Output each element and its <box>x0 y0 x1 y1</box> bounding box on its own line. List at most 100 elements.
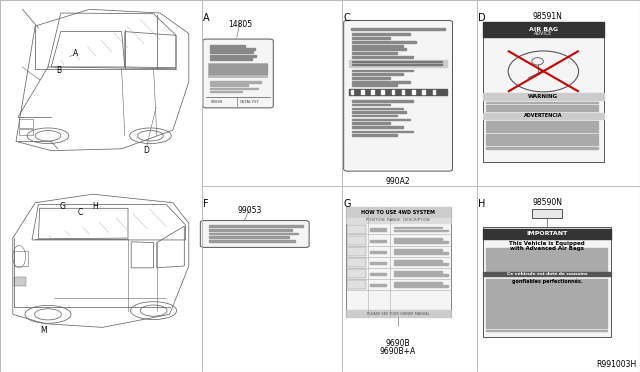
Bar <box>486 260 607 262</box>
Bar <box>394 260 442 262</box>
FancyBboxPatch shape <box>346 207 451 317</box>
Text: D: D <box>478 13 486 23</box>
Bar <box>370 273 386 275</box>
FancyBboxPatch shape <box>483 22 604 162</box>
Bar <box>486 102 598 103</box>
Bar <box>486 318 607 320</box>
Bar <box>376 90 379 94</box>
Bar <box>402 90 404 94</box>
Bar <box>394 238 442 240</box>
Bar <box>483 229 611 239</box>
Text: with Advanced Air Bags: with Advanced Air Bags <box>510 246 584 250</box>
Bar <box>370 228 386 231</box>
Bar <box>486 282 607 284</box>
Text: AIR BAG: AIR BAG <box>529 27 558 32</box>
Bar <box>486 134 598 135</box>
Text: 990A2: 990A2 <box>386 177 410 186</box>
Bar <box>352 56 413 58</box>
Text: H: H <box>92 202 97 211</box>
Bar <box>486 279 607 281</box>
Bar <box>347 269 366 278</box>
Bar <box>417 90 420 94</box>
Bar <box>352 100 413 102</box>
Text: G: G <box>60 202 66 211</box>
Bar <box>486 291 607 293</box>
Text: WARNING: WARNING <box>528 94 559 99</box>
Bar <box>347 269 366 278</box>
Bar <box>486 254 607 256</box>
Bar <box>351 28 445 30</box>
Bar <box>486 285 607 287</box>
Bar <box>486 251 607 253</box>
Bar <box>394 282 442 284</box>
Bar <box>486 315 607 317</box>
Bar <box>210 84 248 86</box>
Bar <box>19 129 33 135</box>
Text: H: H <box>478 199 486 209</box>
Bar <box>210 45 245 46</box>
Text: PLEASE SEE YOUR OWNER MANUAL: PLEASE SEE YOUR OWNER MANUAL <box>367 312 429 315</box>
Bar <box>209 225 303 227</box>
Bar <box>486 257 607 259</box>
Text: A: A <box>203 13 209 23</box>
Bar <box>210 88 258 89</box>
Bar <box>486 303 607 305</box>
Bar <box>486 144 598 145</box>
Bar <box>394 285 448 287</box>
Bar <box>19 119 33 128</box>
Text: 9690B+A: 9690B+A <box>380 347 416 356</box>
Bar <box>210 48 255 50</box>
Bar <box>394 263 448 265</box>
Bar <box>428 90 430 94</box>
Bar <box>352 73 403 75</box>
Bar <box>486 139 598 140</box>
Bar <box>14 251 28 266</box>
Bar <box>486 107 598 109</box>
Bar <box>347 236 366 245</box>
Bar <box>370 251 386 253</box>
Bar <box>486 294 607 296</box>
Bar <box>352 81 410 83</box>
Text: A: A <box>73 49 78 58</box>
Bar <box>407 90 410 94</box>
Text: gonflables perfectionnés.: gonflables perfectionnés. <box>512 278 582 284</box>
Bar <box>486 136 598 138</box>
Bar <box>352 70 413 71</box>
Bar <box>486 110 598 111</box>
FancyBboxPatch shape <box>200 221 309 247</box>
Bar <box>394 252 448 254</box>
Text: This Vehicle is Equipped: This Vehicle is Equipped <box>509 241 585 246</box>
Text: M: M <box>40 326 47 335</box>
Bar <box>486 121 598 122</box>
Text: POSITION  RANGE  DESCRIPTION: POSITION RANGE DESCRIPTION <box>366 218 430 222</box>
Bar <box>209 229 292 231</box>
Bar <box>483 272 611 276</box>
Bar <box>486 321 607 323</box>
Bar <box>349 60 447 67</box>
Bar <box>14 277 26 286</box>
Text: 98590N: 98590N <box>532 198 562 207</box>
Text: D: D <box>143 146 149 155</box>
Bar <box>347 247 366 256</box>
Bar <box>366 90 369 94</box>
Bar <box>352 111 406 113</box>
Text: F: F <box>203 199 209 209</box>
Bar <box>422 90 425 94</box>
Text: G: G <box>344 199 351 209</box>
Bar <box>352 126 403 128</box>
Bar <box>486 297 607 299</box>
Text: C: C <box>344 13 351 23</box>
Bar <box>352 131 413 132</box>
Bar <box>209 70 267 72</box>
Bar <box>209 240 295 242</box>
Bar <box>352 104 390 105</box>
Bar <box>352 33 410 35</box>
Bar <box>486 141 598 143</box>
Bar <box>486 330 607 331</box>
Bar <box>347 236 366 245</box>
Bar <box>381 90 384 94</box>
Bar <box>486 128 598 130</box>
Bar <box>486 300 607 302</box>
Bar <box>532 209 562 218</box>
Bar <box>486 123 598 125</box>
